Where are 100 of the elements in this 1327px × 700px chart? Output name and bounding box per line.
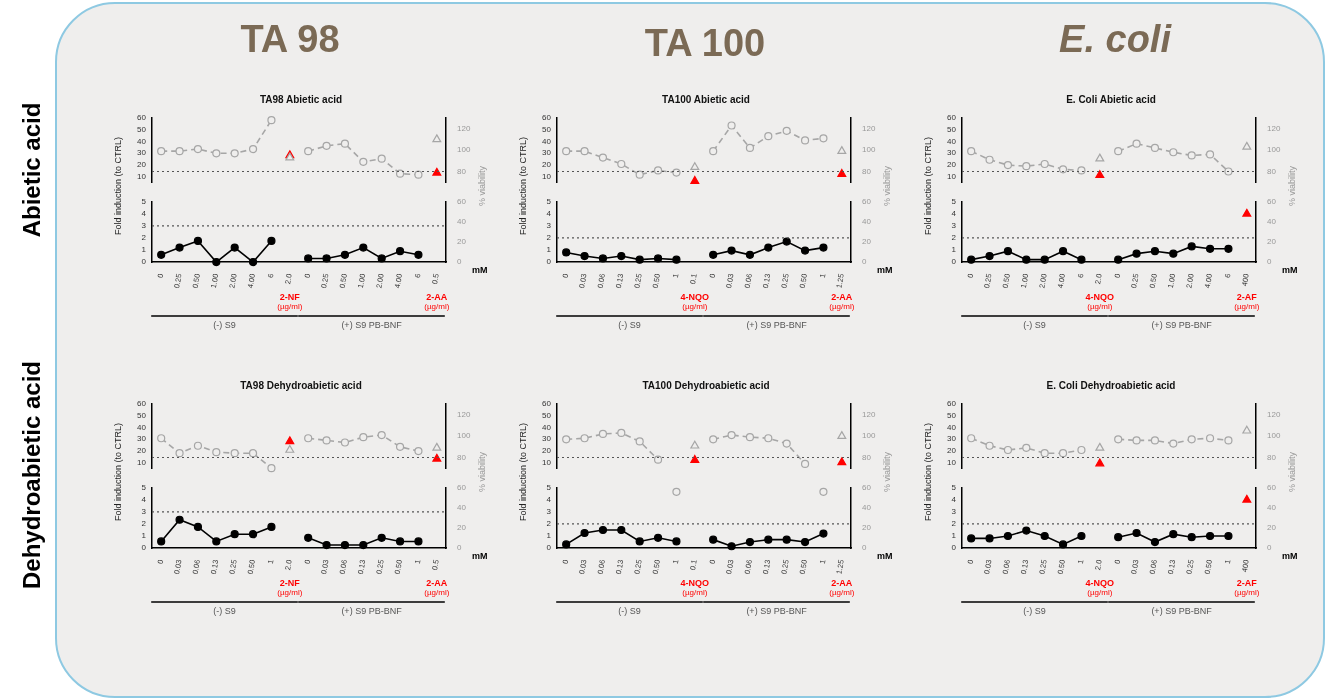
y2-axis-title: % viability (477, 451, 487, 493)
y-tick-label: 1 (141, 245, 147, 255)
y-tick-label: 40 (542, 422, 552, 432)
text: (+) S9 PB-BNF (1151, 319, 1213, 330)
text: (µg/ml) (1234, 302, 1260, 312)
y-tick-label: 4 (951, 495, 957, 505)
text: Abietic acid (18, 102, 46, 238)
y2-tick-label: 80 (457, 452, 467, 462)
y2-tick-label: 20 (457, 523, 467, 533)
y2-tick-label: 80 (862, 452, 872, 462)
y2-tick-label: 80 (862, 166, 872, 176)
y2-tick-label: 0 (457, 543, 462, 553)
y-tick-label: 0 (546, 257, 552, 267)
text: 2-AA (426, 577, 448, 588)
y-tick-label: 5 (951, 483, 957, 492)
y-axis-title: Fold induction (to CTRL) (113, 136, 123, 236)
chart-title: TA98 Dehydroabietic acid (240, 379, 362, 391)
chart-title: E. Coli Dehydroabietic acid (1046, 379, 1176, 391)
y2-tick-label: 0 (1267, 257, 1272, 267)
y-tick-label: 4 (141, 209, 147, 219)
x-axis-title: mM (877, 550, 893, 561)
y-tick-label: 2 (951, 233, 957, 243)
y2-axis-title: % viability (1287, 451, 1297, 493)
y-tick-label: 4 (546, 495, 552, 505)
y-tick-label: 50 (137, 124, 147, 134)
y-tick-label: 1 (546, 245, 552, 255)
y-tick-label: 30 (947, 148, 957, 158)
y-tick-label: 2 (546, 233, 552, 243)
y-tick-label: 4 (546, 209, 552, 219)
text: (µg/ml) (277, 302, 303, 312)
y-tick-label: 1 (951, 245, 957, 255)
x-axis-title: mM (877, 264, 893, 275)
y2-tick-label: 60 (1267, 197, 1277, 206)
y-tick-label: 20 (137, 159, 147, 169)
chart-title: E. Coli Abietic acid (1066, 93, 1156, 105)
text: 2-AA (831, 577, 853, 588)
y-tick-label: 4 (141, 495, 147, 505)
y2-tick-label: 80 (1267, 166, 1277, 176)
y-tick-label: 2 (141, 519, 147, 529)
y-tick-label: 50 (947, 124, 957, 134)
text: 4-NQO (1085, 291, 1115, 302)
y2-tick-label: 60 (457, 197, 467, 206)
y-tick-label: 0 (951, 257, 957, 267)
y2-tick-label: 40 (457, 217, 467, 227)
y-tick-label: 10 (542, 457, 552, 467)
y-tick-label: 5 (546, 483, 552, 492)
y-axis-title: Fold induction (to CTRL) (113, 422, 123, 522)
text: (-) S9 (1023, 319, 1046, 330)
y2-tick-label: 120 (457, 123, 471, 133)
y-tick-label: 3 (546, 507, 552, 517)
y-tick-label: 5 (141, 197, 147, 206)
y2-tick-label: 20 (862, 237, 872, 247)
y-tick-label: 20 (947, 445, 957, 455)
text: (-) S9 (213, 319, 236, 330)
y-tick-label: 3 (546, 221, 552, 231)
y-axis-title: Fold induction (to CTRL) (923, 136, 933, 236)
y-tick-label: 10 (947, 171, 957, 181)
y-tick-label: 3 (951, 507, 957, 517)
text: (+) S9 PB-BNF (341, 605, 403, 616)
y2-tick-label: 40 (1267, 217, 1277, 227)
y2-tick-label: 20 (1267, 237, 1277, 247)
text: 2-NF (279, 577, 301, 588)
y2-tick-label: 60 (862, 197, 872, 206)
text: (+) S9 PB-BNF (1151, 605, 1213, 616)
y2-tick-label: 100 (457, 431, 471, 441)
y-tick-label: 40 (947, 136, 957, 146)
y2-axis-title: % viability (1287, 165, 1297, 207)
y2-tick-label: 40 (457, 503, 467, 513)
text: (µg/ml) (424, 588, 450, 598)
y2-tick-label: 60 (457, 483, 467, 492)
y2-tick-label: 0 (862, 257, 867, 267)
y2-tick-label: 100 (1267, 145, 1281, 155)
text: (µg/ml) (829, 588, 855, 598)
y2-tick-label: 120 (862, 123, 876, 133)
text: (+) S9 PB-BNF (746, 319, 808, 330)
y-tick-label: 30 (137, 148, 147, 158)
y2-tick-label: 100 (457, 145, 471, 155)
text: 2-AA (426, 291, 448, 302)
text: TA 100 (644, 22, 766, 65)
y2-tick-label: 60 (862, 483, 872, 492)
y2-tick-label: 120 (1267, 123, 1281, 133)
text: (µg/ml) (682, 588, 708, 598)
text: 4-NQO (1085, 577, 1115, 588)
y-tick-label: 10 (137, 457, 147, 467)
y-tick-label: 10 (947, 457, 957, 467)
y-tick-label: 1 (141, 531, 147, 541)
y-tick-label: 3 (141, 507, 147, 517)
text: (-) S9 (618, 319, 641, 330)
y-tick-label: 40 (137, 422, 147, 432)
y-tick-label: 30 (542, 434, 552, 444)
y-tick-label: 5 (141, 483, 147, 492)
text: (µg/ml) (1087, 588, 1113, 598)
y2-tick-label: 100 (862, 431, 876, 441)
y-tick-label: 5 (951, 197, 957, 206)
y-tick-label: 40 (947, 422, 957, 432)
y2-tick-label: 0 (457, 257, 462, 267)
chart-title: TA100 Dehydroabietic acid (642, 379, 770, 391)
y2-axis-title: % viability (477, 165, 487, 207)
text: (-) S9 (213, 605, 236, 616)
y-tick-label: 3 (951, 221, 957, 231)
